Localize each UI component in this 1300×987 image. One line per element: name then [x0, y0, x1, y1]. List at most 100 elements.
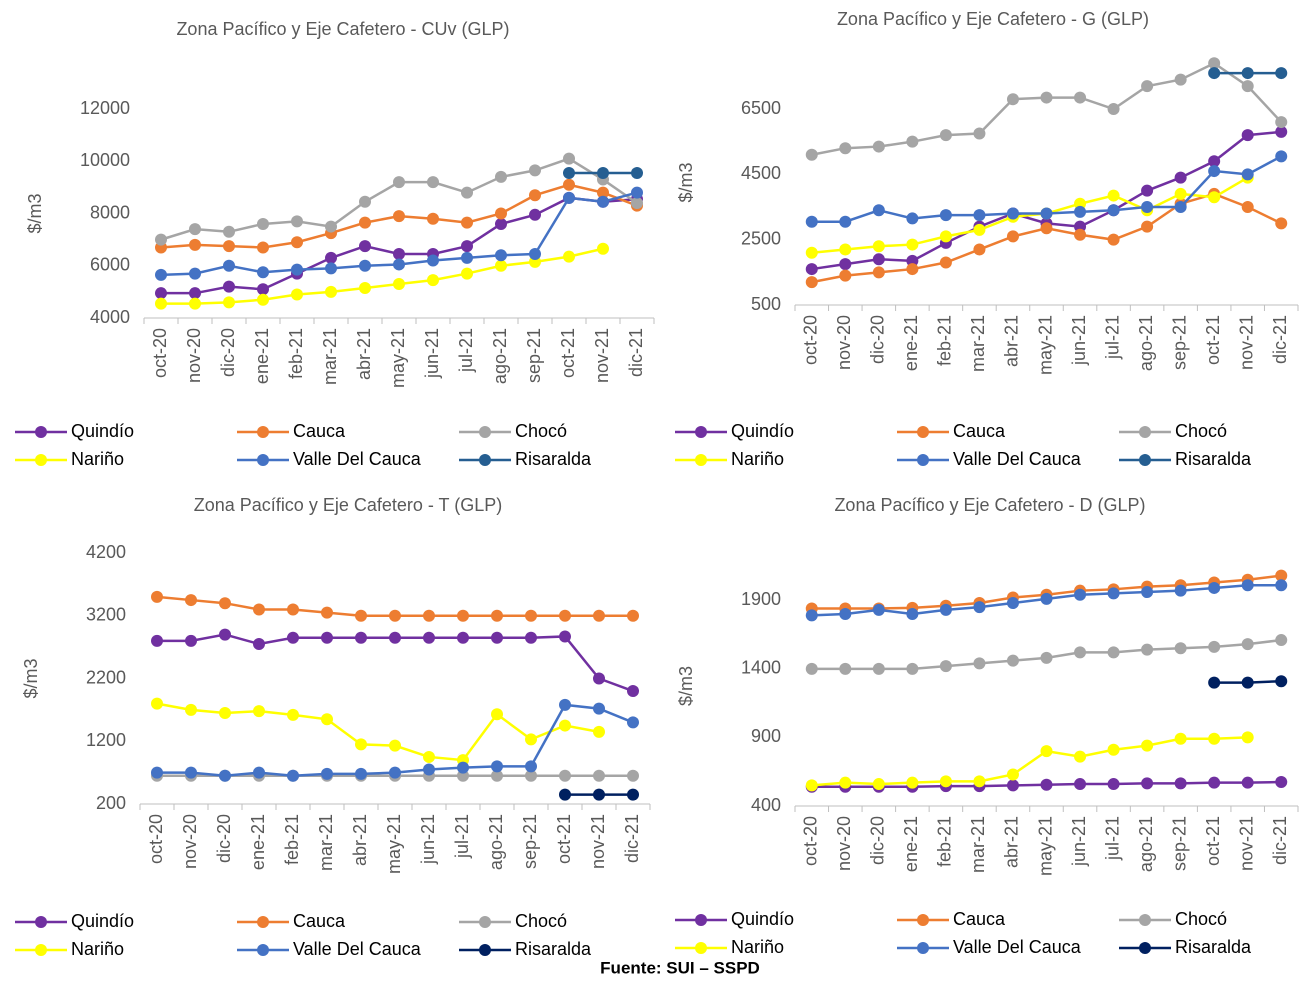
legend-label: Risaralda — [515, 939, 592, 959]
x-tick-label: ago-21 — [1136, 816, 1156, 872]
data-point — [525, 631, 537, 644]
data-point — [291, 236, 303, 249]
data-point — [1107, 103, 1120, 115]
data-point — [1174, 777, 1187, 790]
data-point — [1006, 93, 1019, 106]
data-point — [525, 609, 537, 622]
data-point — [1208, 57, 1221, 70]
data-point — [872, 266, 885, 279]
data-point — [563, 191, 575, 204]
data-point — [559, 609, 571, 622]
data-point — [393, 210, 405, 223]
legend-label: Cauca — [953, 421, 1006, 441]
data-point — [839, 258, 852, 271]
x-tick-label: jun-21 — [422, 328, 442, 379]
legend-label: Quindío — [731, 909, 794, 929]
data-point — [491, 708, 503, 721]
data-point — [1174, 187, 1187, 200]
data-point — [389, 739, 401, 752]
x-tick-label: jun-21 — [1069, 315, 1089, 366]
data-point — [1275, 217, 1288, 230]
legend-label: Nariño — [71, 449, 124, 469]
y-tick-label: 3200 — [86, 605, 126, 625]
x-tick-label: mar-21 — [316, 814, 336, 871]
data-point — [872, 253, 885, 266]
data-point — [973, 209, 986, 222]
legend-label: Cauca — [293, 911, 346, 931]
data-point — [839, 608, 852, 620]
data-point — [1074, 750, 1087, 763]
data-point — [495, 249, 507, 262]
legend-label: Valle Del Cauca — [293, 449, 422, 469]
data-point — [287, 769, 299, 782]
data-point — [223, 296, 235, 309]
y-tick-label: 2500 — [741, 228, 781, 248]
data-point — [839, 662, 852, 675]
data-point — [151, 766, 163, 779]
data-point — [1107, 233, 1120, 246]
data-point — [529, 247, 541, 260]
data-point — [423, 763, 435, 776]
data-point — [1006, 230, 1019, 243]
x-tick-label: feb-21 — [935, 816, 955, 867]
data-point — [1208, 732, 1221, 745]
x-tick-label: sep-21 — [520, 814, 540, 869]
data-point — [1141, 777, 1154, 790]
legend-marker — [257, 916, 269, 928]
data-point — [287, 631, 299, 644]
x-tick-label: oct-20 — [801, 315, 821, 365]
y-tick-label: 4500 — [741, 163, 781, 183]
x-tick-label: nov-21 — [1236, 816, 1256, 871]
data-point — [973, 243, 986, 256]
data-point — [1107, 204, 1120, 217]
data-point — [185, 766, 197, 779]
data-point — [1241, 201, 1254, 213]
data-point — [906, 662, 919, 675]
x-tick-label: abr-21 — [1002, 315, 1022, 367]
data-point — [1241, 676, 1254, 689]
data-point — [325, 251, 337, 264]
data-point — [291, 215, 303, 228]
data-point — [593, 788, 605, 801]
data-point — [1040, 207, 1053, 220]
data-point — [1208, 776, 1221, 789]
data-point — [359, 240, 371, 253]
y-tick-label: 10000 — [80, 150, 130, 170]
legend-label: Valle Del Cauca — [293, 939, 422, 959]
data-point — [393, 247, 405, 260]
data-point — [291, 263, 303, 276]
data-point — [1241, 168, 1254, 181]
data-point — [805, 662, 818, 675]
data-point — [491, 769, 503, 782]
data-point — [495, 217, 507, 230]
data-point — [872, 240, 885, 253]
legend-marker — [257, 944, 269, 956]
data-point — [593, 725, 605, 738]
data-point — [1208, 640, 1221, 653]
data-point — [219, 597, 231, 610]
data-point — [1141, 184, 1154, 197]
data-point — [1241, 129, 1254, 142]
data-point — [185, 634, 197, 647]
data-point — [906, 776, 919, 789]
x-tick-label: abr-21 — [350, 814, 370, 866]
data-point — [1241, 80, 1254, 93]
data-point — [805, 609, 818, 622]
x-tick-label: abr-21 — [1002, 816, 1022, 868]
data-point — [597, 195, 609, 208]
legend-marker — [1139, 914, 1151, 926]
data-point — [151, 634, 163, 647]
legend-label: Cauca — [953, 909, 1006, 929]
legend-marker — [1139, 426, 1151, 438]
data-point — [559, 788, 571, 801]
data-point — [461, 240, 473, 253]
data-point — [253, 705, 265, 718]
x-tick-label: sep-21 — [1169, 816, 1189, 871]
data-point — [1275, 569, 1288, 582]
data-point — [559, 630, 571, 643]
x-tick-label: may-21 — [1035, 816, 1055, 876]
data-point — [1074, 588, 1087, 601]
data-point — [1208, 676, 1221, 689]
x-tick-label: dic-21 — [1270, 315, 1290, 364]
